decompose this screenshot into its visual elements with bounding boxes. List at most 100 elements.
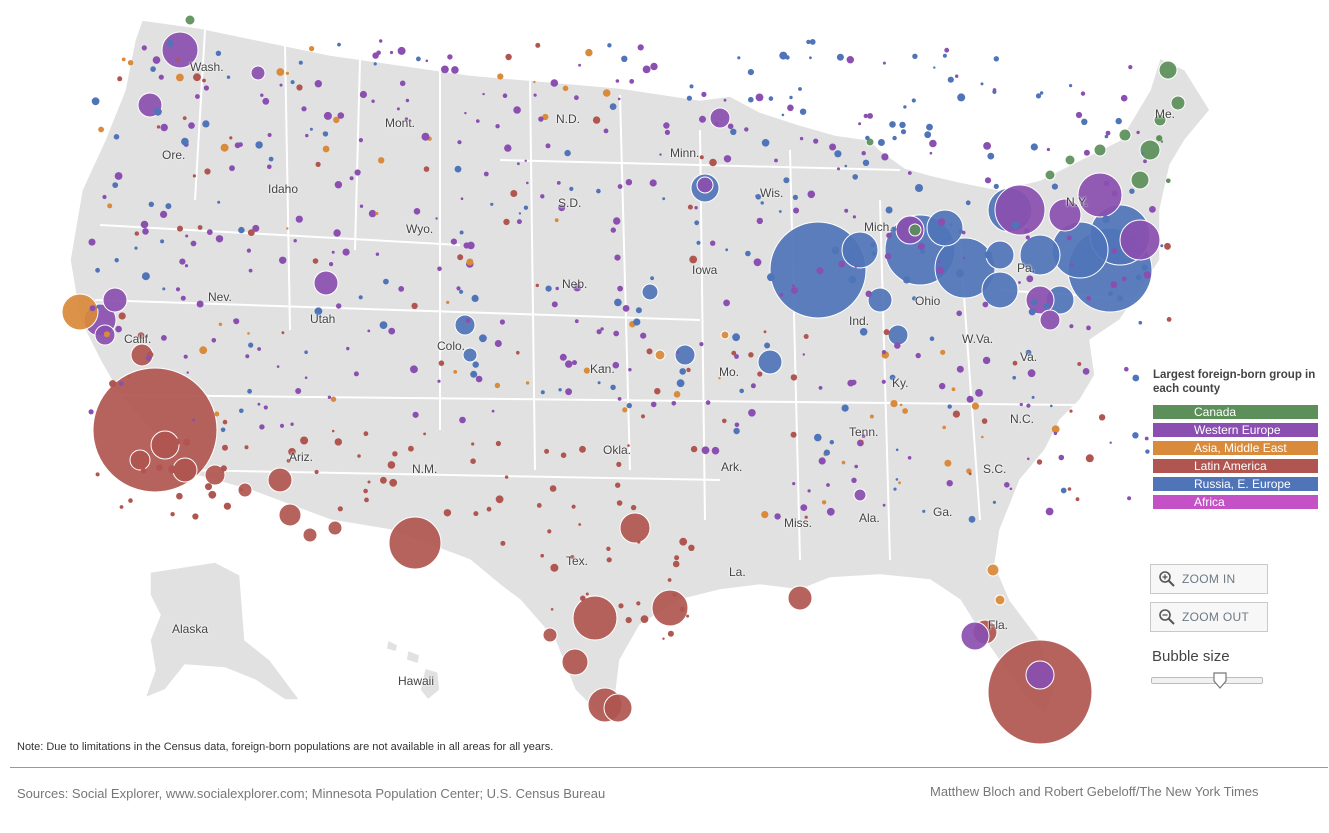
county-dot xyxy=(1025,235,1030,240)
county-dot xyxy=(992,500,997,504)
county-dot xyxy=(968,515,976,523)
county-dot xyxy=(636,601,641,606)
county-dot xyxy=(881,379,886,384)
county-dot xyxy=(1043,302,1051,310)
county-dot xyxy=(286,227,289,230)
zoom-out-button[interactable]: ZOOM OUT xyxy=(1150,602,1268,632)
county-dot xyxy=(550,79,559,87)
county-dot xyxy=(244,445,249,450)
county-dot xyxy=(852,174,858,180)
county-dot xyxy=(323,111,332,120)
county-dot xyxy=(330,396,337,402)
county-dot xyxy=(1025,349,1032,356)
county-dot xyxy=(443,509,452,517)
county-dot xyxy=(190,240,197,247)
county-dot xyxy=(113,134,120,140)
county-dot xyxy=(495,124,500,129)
state-label-sc: S.C. xyxy=(983,462,1007,476)
county-dot xyxy=(621,55,628,62)
county-dot xyxy=(889,121,896,128)
county-dot xyxy=(912,53,918,59)
county-dot xyxy=(673,391,681,398)
county-dot xyxy=(193,73,201,82)
county-dot xyxy=(965,200,971,206)
county-dot xyxy=(88,238,96,246)
bubble-size-slider-track[interactable] xyxy=(1151,677,1263,684)
county-dot xyxy=(851,477,857,483)
county-dot xyxy=(899,121,906,129)
county-dot xyxy=(993,56,999,62)
county-dot xyxy=(907,171,912,175)
county-dot xyxy=(1067,487,1072,491)
county-dot xyxy=(865,290,872,297)
county-dot xyxy=(217,200,221,204)
county-dot xyxy=(276,68,285,76)
county-dot xyxy=(892,135,897,141)
county-dot xyxy=(564,149,571,157)
county-dot xyxy=(1135,274,1142,280)
county-dot xyxy=(526,181,529,185)
county-dot xyxy=(867,113,873,119)
county-dot xyxy=(457,140,462,145)
county-dot xyxy=(358,295,363,300)
zoom-in-icon xyxy=(1159,571,1175,587)
zoom-in-button[interactable]: ZOOM IN xyxy=(1150,564,1268,594)
county-dot xyxy=(466,258,474,266)
bubble-size-slider-handle[interactable] xyxy=(1213,672,1228,689)
county-dot xyxy=(336,303,342,309)
county-dot xyxy=(202,120,210,128)
county-dot xyxy=(186,371,189,374)
county-dot xyxy=(410,365,418,374)
county-bubble xyxy=(572,595,618,641)
county-dot xyxy=(809,39,816,45)
county-dot xyxy=(524,159,527,162)
county-bubble xyxy=(204,464,226,486)
county-dot xyxy=(399,80,406,87)
county-dot xyxy=(495,440,501,447)
state-border-line xyxy=(879,199,891,561)
county-dot xyxy=(115,325,122,333)
county-dot xyxy=(276,365,280,368)
legend-label: Africa xyxy=(1153,495,1318,509)
county-dot xyxy=(525,381,530,385)
county-dot xyxy=(883,329,890,336)
county-dot xyxy=(984,251,992,259)
county-dot xyxy=(1111,248,1118,254)
county-dot xyxy=(156,125,161,129)
county-dot xyxy=(662,197,666,201)
county-bubble xyxy=(1118,128,1132,142)
county-dot xyxy=(763,330,767,334)
county-dot xyxy=(229,165,235,172)
county-dot xyxy=(408,445,414,452)
county-dot xyxy=(223,502,231,510)
county-dot xyxy=(610,384,616,390)
county-dot xyxy=(821,500,827,505)
county-bubble xyxy=(981,271,1019,309)
county-dot xyxy=(936,266,944,275)
county-dot xyxy=(331,429,335,433)
us-map[interactable] xyxy=(0,0,1329,760)
county-dot xyxy=(663,122,670,129)
county-bubble xyxy=(1048,198,1082,232)
county-dot xyxy=(877,139,885,146)
county-bubble xyxy=(841,231,879,269)
county-dot xyxy=(1058,454,1065,461)
county-dot xyxy=(331,250,335,254)
county-dot xyxy=(1053,431,1058,436)
county-dot xyxy=(915,184,923,192)
state-label-hawaii: Hawaii xyxy=(398,674,435,688)
county-dot xyxy=(686,614,690,618)
county-dot xyxy=(471,442,475,446)
county-dot xyxy=(556,181,561,185)
county-dot xyxy=(646,348,653,355)
county-dot xyxy=(140,468,147,474)
county-dot xyxy=(722,418,727,424)
state-label-mont: Mont. xyxy=(385,116,416,130)
county-dot xyxy=(899,403,903,407)
county-dot xyxy=(836,53,844,61)
county-dot xyxy=(166,39,174,47)
county-dot xyxy=(544,448,550,454)
divider xyxy=(10,767,1328,768)
county-dot xyxy=(295,388,302,394)
map-area[interactable]: Wash. Ore. Mont. Idaho Wyo. Nev. Utah Calif. Col… xyxy=(0,0,1329,760)
